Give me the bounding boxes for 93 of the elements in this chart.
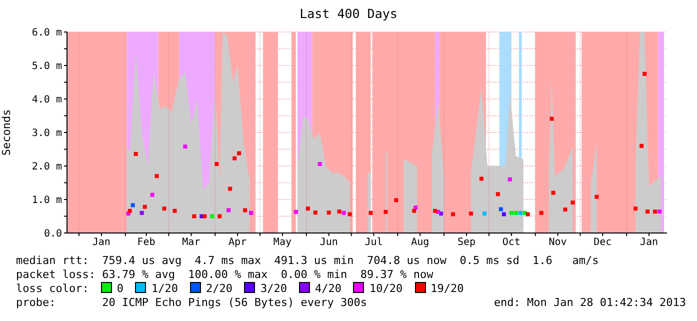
point bbox=[479, 176, 484, 181]
point bbox=[514, 210, 518, 215]
point bbox=[154, 174, 159, 178]
y-tick-label: 5.0 m bbox=[32, 61, 62, 72]
point bbox=[337, 210, 342, 214]
point bbox=[563, 208, 568, 212]
legend-label: 2/20 bbox=[204, 282, 232, 295]
point bbox=[482, 212, 486, 216]
point bbox=[646, 210, 650, 214]
point bbox=[508, 177, 512, 182]
x-tick-label: Nov bbox=[548, 237, 567, 248]
point bbox=[433, 208, 438, 213]
point bbox=[498, 207, 503, 212]
point bbox=[249, 210, 254, 215]
point bbox=[192, 214, 196, 218]
point bbox=[142, 204, 147, 209]
point bbox=[594, 194, 599, 199]
point bbox=[658, 210, 662, 214]
legend-label: 4/20 bbox=[314, 282, 342, 295]
x-tick-label: Mar bbox=[182, 237, 200, 248]
point bbox=[653, 210, 658, 214]
point bbox=[539, 210, 544, 215]
point bbox=[496, 192, 500, 196]
y-tick-label: 2.0 m bbox=[32, 162, 62, 173]
point bbox=[640, 144, 644, 148]
point bbox=[570, 200, 575, 205]
y-tick-label: 6.0 m bbox=[32, 28, 62, 39]
point bbox=[306, 206, 310, 211]
point bbox=[412, 208, 416, 213]
legend-label: 0 bbox=[116, 282, 124, 295]
x-tick-label: Jan bbox=[92, 237, 110, 248]
text: packet loss: 63.79 % avg 100.00 % max 0.00 % min 89.37 % now bbox=[16, 268, 434, 282]
point bbox=[634, 206, 638, 211]
point bbox=[210, 214, 214, 218]
y-axis-title: Seconds bbox=[0, 109, 13, 156]
point bbox=[140, 210, 144, 215]
legend-label: 19/20 bbox=[430, 282, 464, 295]
point bbox=[172, 208, 177, 213]
point bbox=[294, 210, 298, 214]
point bbox=[243, 208, 248, 212]
point bbox=[502, 212, 506, 216]
y-tick-label: 1.0 m bbox=[32, 195, 62, 206]
y-tick-label: 3.0 m bbox=[32, 128, 62, 140]
x-tick-label: Apr bbox=[228, 237, 247, 248]
point bbox=[342, 210, 346, 215]
legend-title: loss color: bbox=[16, 282, 89, 295]
x-tick-label: May bbox=[273, 237, 292, 248]
point bbox=[551, 190, 556, 195]
point bbox=[202, 214, 207, 218]
legend-label: 10/20 bbox=[368, 282, 403, 295]
point bbox=[526, 212, 530, 216]
point bbox=[368, 210, 373, 215]
x-tick-label: Jan bbox=[640, 237, 658, 248]
text: median rtt: 759.4 us avg 4.7 ms max 491.3 us min 704.8 us now 0.5 ms sd 1.6 am/s bbox=[16, 254, 600, 268]
point bbox=[214, 162, 219, 166]
point bbox=[130, 203, 135, 208]
point bbox=[468, 212, 473, 216]
point bbox=[550, 116, 554, 121]
point bbox=[162, 206, 166, 211]
point bbox=[451, 212, 456, 216]
legend-label: 3/20 bbox=[259, 282, 287, 295]
x-tick-label: Sep bbox=[457, 237, 476, 248]
text: end: Mon Jan 28 01:42:34 2013 bbox=[494, 296, 686, 310]
chart-title: Last 400 Days bbox=[298, 6, 398, 21]
y-tick-label: 0.0 bbox=[44, 228, 62, 240]
point bbox=[642, 72, 647, 76]
point bbox=[226, 208, 231, 212]
x-tick-label: Dec bbox=[594, 237, 612, 248]
point bbox=[134, 152, 138, 156]
x-tick-label: Feb bbox=[137, 237, 156, 248]
point bbox=[348, 212, 352, 216]
x-tick-label: Jul bbox=[364, 237, 383, 248]
x-tick-label: Jun bbox=[320, 237, 338, 248]
point bbox=[509, 210, 514, 215]
point bbox=[228, 186, 232, 191]
point bbox=[237, 151, 242, 156]
text: probe: 20 ICMP Echo Pings (56 Bytes) every 300s bbox=[16, 296, 367, 310]
point bbox=[326, 210, 331, 215]
point bbox=[518, 210, 522, 215]
point bbox=[232, 156, 237, 160]
point bbox=[183, 144, 188, 149]
point bbox=[218, 214, 222, 218]
point bbox=[384, 210, 388, 214]
point bbox=[318, 162, 322, 166]
y-tick-label: 4.0 m bbox=[32, 94, 62, 106]
point bbox=[394, 198, 398, 202]
x-tick-label: Oct bbox=[502, 237, 520, 248]
point bbox=[150, 192, 154, 197]
x-tick-label: Aug bbox=[411, 237, 430, 248]
point bbox=[313, 210, 318, 215]
point bbox=[414, 206, 418, 210]
legend-label: 1/20 bbox=[150, 282, 178, 295]
point bbox=[128, 208, 132, 213]
